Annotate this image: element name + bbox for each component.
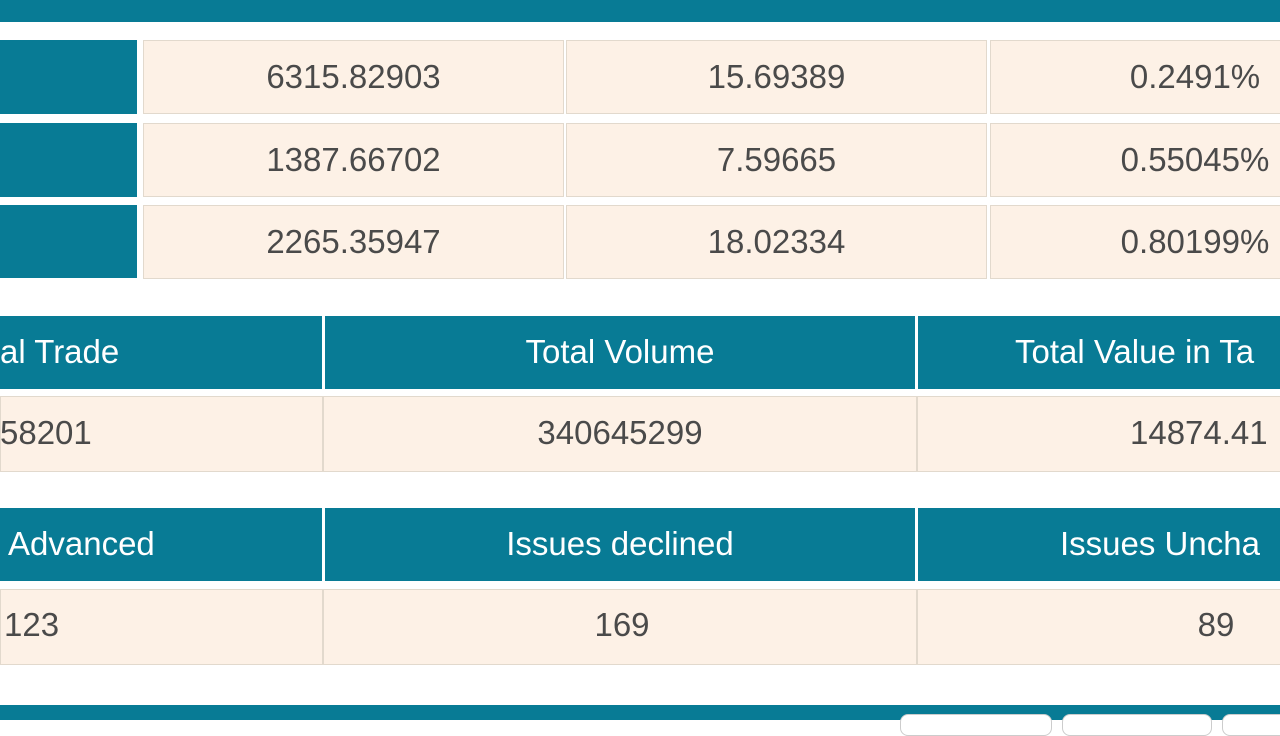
data-cell xyxy=(0,589,323,665)
header-text: Total Value in Ta xyxy=(1015,333,1255,370)
data-cell xyxy=(143,40,564,114)
row-label-cell xyxy=(0,123,137,197)
header-cell xyxy=(325,508,915,581)
cell-text: 340645299 xyxy=(537,414,703,451)
top-bar xyxy=(0,0,1280,22)
data-cell xyxy=(323,589,917,665)
header-text: Total Volume xyxy=(525,333,715,370)
header-text: al Trade xyxy=(0,333,120,370)
cell-text: 1387.66702 xyxy=(266,141,441,178)
header-cell xyxy=(325,316,915,389)
header-cell xyxy=(0,316,322,389)
cell-text: 169 xyxy=(594,606,650,643)
data-cell xyxy=(0,396,323,472)
row-label-cell xyxy=(0,205,137,278)
data-cell xyxy=(990,205,1280,279)
cell-text: 89 xyxy=(1197,606,1235,643)
data-cell xyxy=(566,205,987,279)
data-cell xyxy=(566,123,987,197)
data-cell xyxy=(990,123,1280,197)
cell-text: 123 xyxy=(4,606,60,643)
data-cell xyxy=(917,589,1280,665)
button[interactable] xyxy=(1062,714,1212,736)
cell-text: 0.2491% xyxy=(1129,58,1261,95)
cell-text: 14874.41 xyxy=(1130,414,1268,451)
header-cell xyxy=(0,508,322,581)
cell-text: 2265.35947 xyxy=(266,223,441,260)
cell-text: 18.02334 xyxy=(707,223,846,260)
data-cell xyxy=(917,396,1280,472)
data-cell xyxy=(990,40,1280,114)
cell-text: 0.80199% xyxy=(1120,223,1270,260)
data-cell xyxy=(566,40,987,114)
cell-text: 15.69389 xyxy=(707,58,846,95)
data-cell xyxy=(143,205,564,279)
cell-text: 0.55045% xyxy=(1120,141,1270,178)
header-text: Issues Uncha xyxy=(1060,525,1260,562)
button[interactable] xyxy=(900,714,1052,736)
header-text: Advanced xyxy=(8,525,155,562)
header-cell xyxy=(918,508,1280,581)
cell-text: 58201 xyxy=(0,414,92,451)
button[interactable] xyxy=(1222,714,1280,736)
data-cell xyxy=(323,396,917,472)
header-text: Issues declined xyxy=(506,525,734,562)
cell-text: 7.59665 xyxy=(716,141,837,178)
data-cell xyxy=(143,123,564,197)
cell-text: 6315.82903 xyxy=(266,58,441,95)
row-label-cell xyxy=(0,40,137,114)
header-cell xyxy=(918,316,1280,389)
